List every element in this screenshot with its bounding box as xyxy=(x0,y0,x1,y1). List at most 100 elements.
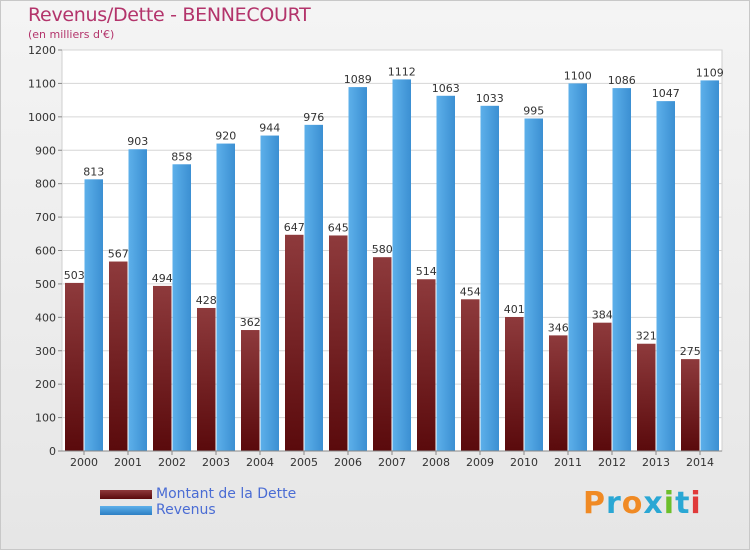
label-debt-2014: 275 xyxy=(680,345,701,358)
legend-item-debt: Montant de la Dette xyxy=(100,486,296,502)
legend-swatch-revenue xyxy=(100,505,152,515)
label-revenue-2012: 1086 xyxy=(608,74,636,87)
bar-revenue-2010 xyxy=(524,118,543,452)
y-tick-label: 200 xyxy=(35,378,56,391)
x-tick-label: 2005 xyxy=(290,456,318,469)
legend-label-revenue: Revenus xyxy=(156,502,216,518)
bar-debt-2001 xyxy=(109,261,128,451)
y-tick-label: 500 xyxy=(35,278,56,291)
label-revenue-2008: 1063 xyxy=(432,82,460,95)
label-revenue-2011: 1100 xyxy=(564,69,592,82)
y-tick-label: 400 xyxy=(35,311,56,324)
bar-debt-2004 xyxy=(241,330,260,451)
x-tick-label: 2008 xyxy=(422,456,450,469)
bar-revenue-2011 xyxy=(568,83,587,452)
y-axis-ticks: 0 100 200 300 400 500 600 700 800 900 1000 1100 1200 xyxy=(28,44,62,458)
label-debt-2007: 580 xyxy=(372,243,393,256)
proxiti-logo: Proxiti xyxy=(583,486,702,521)
chart-subtitle: (en milliers d'€) xyxy=(28,28,115,41)
label-debt-2000: 503 xyxy=(64,269,85,282)
legend-swatch-debt xyxy=(100,489,152,499)
label-debt-2001: 567 xyxy=(108,248,129,261)
label-revenue-2004: 944 xyxy=(259,122,280,135)
label-revenue-2013: 1047 xyxy=(652,87,680,100)
bar-revenue-2000 xyxy=(84,179,103,451)
label-debt-2010: 401 xyxy=(504,303,525,316)
bar-revenue-2005 xyxy=(304,124,323,451)
y-tick-label: 900 xyxy=(35,144,56,157)
label-debt-2003: 428 xyxy=(196,294,217,307)
label-debt-2008: 514 xyxy=(416,265,437,278)
bar-debt-2006 xyxy=(329,235,348,451)
bar-revenue-2014 xyxy=(700,80,719,451)
logo-letter: o xyxy=(621,486,644,521)
y-tick-label: 700 xyxy=(35,211,56,224)
bar-debt-2005 xyxy=(285,234,304,451)
bar-debt-2009 xyxy=(461,299,480,451)
x-tick-label: 2001 xyxy=(114,456,142,469)
label-debt-2011: 346 xyxy=(548,321,569,334)
x-tick-label: 2002 xyxy=(158,456,186,469)
label-revenue-2003: 920 xyxy=(215,130,236,143)
x-tick-label: 2009 xyxy=(466,456,494,469)
label-revenue-2000: 813 xyxy=(83,165,104,178)
logo-letter: P xyxy=(583,486,606,521)
y-tick-label: 0 xyxy=(49,445,56,458)
bar-debt-2007 xyxy=(373,257,392,451)
bar-debt-2014 xyxy=(681,359,700,451)
label-debt-2004: 362 xyxy=(240,316,261,329)
chart-title: Revenus/Dette - BENNECOURT xyxy=(28,4,311,26)
x-tick-label: 2014 xyxy=(686,456,714,469)
y-tick-label: 1100 xyxy=(28,77,56,90)
x-tick-label: 2010 xyxy=(510,456,538,469)
bar-revenue-2007 xyxy=(392,79,411,451)
bar-revenue-2004 xyxy=(260,135,279,451)
bar-revenue-2002 xyxy=(172,164,191,451)
x-axis-ticks: 2000 2001 2002 2003 2004 2005 2006 2007 2008 2009… xyxy=(62,450,722,469)
bar-revenue-2012 xyxy=(612,88,631,451)
label-debt-2012: 384 xyxy=(592,309,613,322)
label-revenue-2001: 903 xyxy=(127,135,148,148)
legend: Montant de la Dette Revenus xyxy=(100,486,296,518)
bar-revenue-2001 xyxy=(128,149,147,451)
bars xyxy=(65,79,719,452)
label-revenue-2009: 1033 xyxy=(476,92,504,105)
x-tick-label: 2003 xyxy=(202,456,230,469)
label-debt-2009: 454 xyxy=(460,285,481,298)
x-tick-label: 2006 xyxy=(334,456,362,469)
logo-letter: x xyxy=(643,486,664,521)
bar-debt-2003 xyxy=(197,307,216,451)
bar-revenue-2009 xyxy=(480,105,499,451)
logo-letter: i xyxy=(663,486,676,521)
label-revenue-2006: 1089 xyxy=(344,73,372,86)
bar-debt-2002 xyxy=(153,285,172,451)
logo-letter: t xyxy=(675,486,691,521)
y-tick-label: 1200 xyxy=(28,44,56,57)
x-tick-label: 2007 xyxy=(378,456,406,469)
x-tick-label: 2004 xyxy=(246,456,274,469)
y-tick-label: 300 xyxy=(35,345,56,358)
bar-debt-2011 xyxy=(549,335,568,451)
x-tick-label: 2013 xyxy=(642,456,670,469)
label-revenue-2005: 976 xyxy=(303,111,324,124)
label-debt-2013: 321 xyxy=(636,330,657,343)
label-revenue-2002: 858 xyxy=(171,150,192,163)
label-revenue-2010: 995 xyxy=(523,105,544,118)
logo-letter: i xyxy=(690,486,702,521)
bar-revenue-2006 xyxy=(348,87,367,451)
bar-revenue-2003 xyxy=(216,143,235,452)
x-tick-label: 2011 xyxy=(554,456,582,469)
legend-item-revenue: Revenus xyxy=(100,502,296,518)
label-revenue-2014: 1109 xyxy=(696,66,724,79)
bar-revenue-2013 xyxy=(656,101,675,451)
x-tick-label: 2000 xyxy=(70,456,98,469)
label-debt-2006: 645 xyxy=(328,221,349,234)
y-tick-label: 1000 xyxy=(28,111,56,124)
label-debt-2005: 647 xyxy=(284,221,305,234)
data-labels: 503 813 567 903 494 858 428 920 362 944 647 976 645 1… xyxy=(64,65,724,358)
bar-debt-2000 xyxy=(65,282,84,451)
bar-revenue-2008 xyxy=(436,95,455,452)
bar-debt-2013 xyxy=(637,343,656,451)
y-tick-label: 600 xyxy=(35,245,56,258)
